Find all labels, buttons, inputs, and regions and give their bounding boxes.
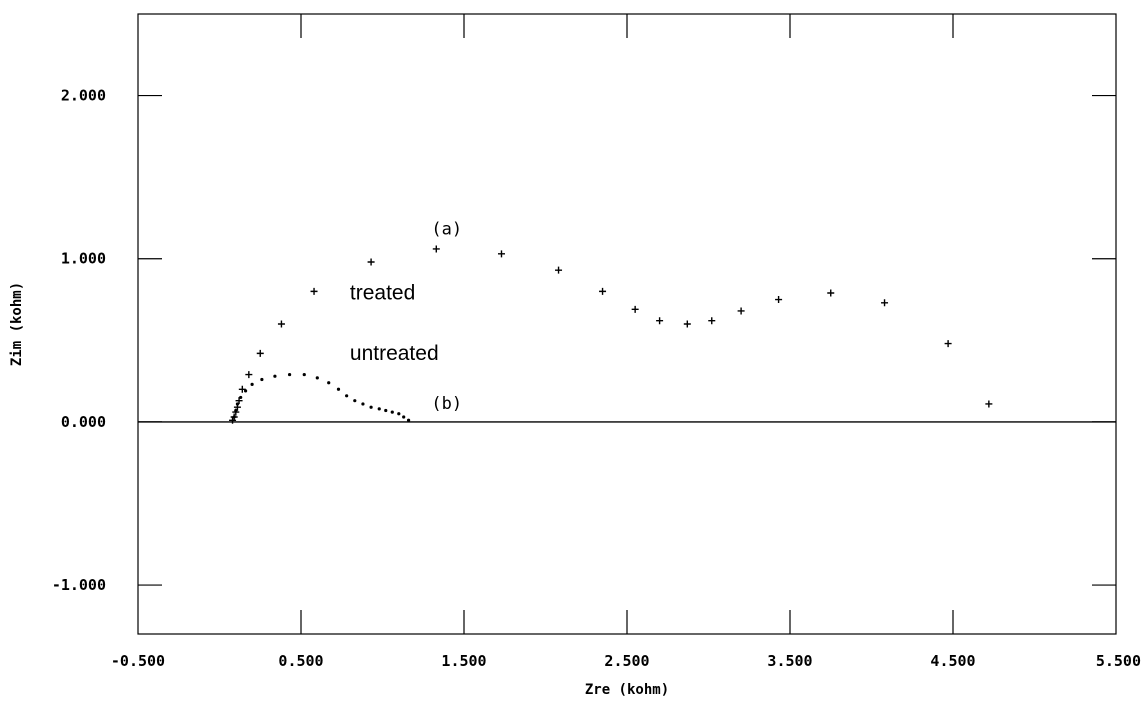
y-tick-label: -1.000 [52, 576, 106, 594]
data-point-dot [327, 381, 331, 385]
data-point-dot [345, 394, 349, 398]
data-point-plus [708, 317, 716, 325]
y-tick-label: 2.000 [61, 87, 106, 105]
data-point-dot [235, 402, 240, 406]
data-point-dot [336, 387, 341, 391]
data-point-dot [315, 376, 319, 380]
y-axis-title: Zim (kohm) [9, 282, 25, 366]
data-point-plus [497, 250, 505, 258]
label-untreated: untreated [350, 342, 439, 365]
data-point-dot [397, 412, 401, 416]
x-tick-label: 1.500 [441, 652, 486, 670]
data-point-dot [369, 405, 373, 409]
data-point-dot [250, 382, 254, 386]
y-tick-label: 0.000 [61, 413, 106, 431]
data-point-plus [432, 245, 440, 253]
series-treated [229, 245, 993, 424]
data-point-plus [827, 289, 835, 297]
x-tick-label: 0.500 [278, 652, 323, 670]
x-tick-label: 4.500 [930, 652, 975, 670]
data-point-plus [229, 416, 237, 424]
data-point-plus [256, 349, 264, 357]
series-untreated [232, 372, 411, 422]
data-point-dot [406, 418, 411, 422]
data-point-dot [234, 408, 238, 413]
data-point-plus [277, 320, 285, 328]
x-tick-label: 2.500 [604, 652, 649, 670]
x-axis-title: Zre (kohm) [585, 682, 669, 698]
data-point-plus [881, 299, 889, 307]
data-point-dot [361, 402, 365, 406]
annotation-label: (a) [431, 219, 462, 239]
data-point-dot [302, 372, 306, 377]
x-tick-label: 3.500 [767, 652, 812, 670]
data-point-dot [377, 407, 381, 411]
x-tick-label: 5.500 [1096, 652, 1141, 670]
data-point-dot [273, 374, 277, 378]
data-point-plus [985, 400, 993, 408]
label-treated: treated [350, 282, 415, 305]
y-tick-label: 1.000 [61, 250, 106, 268]
data-point-dot [353, 399, 357, 403]
data-point-plus [631, 305, 639, 313]
data-point-plus [555, 266, 563, 274]
data-point-dot [390, 410, 394, 414]
data-point-plus [944, 340, 952, 348]
data-point-dot [384, 408, 388, 413]
data-point-dot [232, 415, 236, 419]
annotation-label: (b) [431, 394, 462, 414]
data-point-plus [683, 320, 691, 328]
data-point-dot [243, 389, 248, 393]
data-point-dot [287, 372, 292, 377]
data-point-plus [245, 371, 253, 379]
data-point-plus [656, 317, 664, 325]
data-point-plus [310, 287, 318, 295]
data-point-plus [737, 307, 745, 315]
x-tick-label: -0.500 [111, 652, 165, 670]
data-point-plus [599, 287, 607, 295]
data-point-plus [367, 258, 375, 266]
data-point-dot [402, 415, 406, 419]
data-point-plus [775, 296, 783, 304]
data-point-dot [239, 395, 243, 400]
data-point-plus [238, 385, 246, 393]
data-point-dot [260, 377, 264, 382]
data-point-plus [235, 397, 243, 405]
